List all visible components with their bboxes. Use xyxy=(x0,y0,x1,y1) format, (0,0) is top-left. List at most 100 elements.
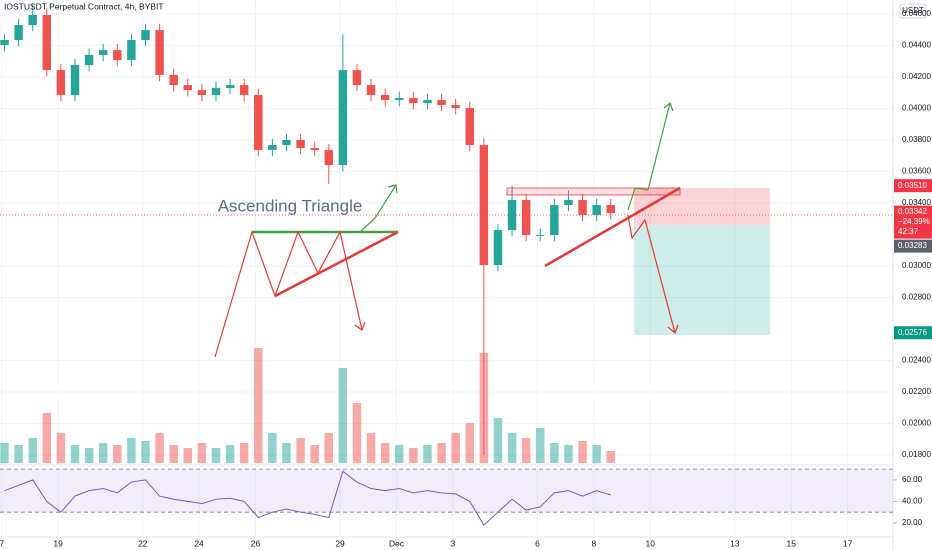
price-label-label: 0.03283 xyxy=(898,241,927,250)
candle-body xyxy=(493,230,503,266)
candle-body xyxy=(225,85,235,89)
price-label-box xyxy=(894,179,932,193)
candle-body xyxy=(465,108,474,146)
zigzag xyxy=(214,230,363,358)
arrow-head xyxy=(667,324,679,335)
volume-bar xyxy=(98,443,108,463)
candle-body xyxy=(56,70,66,95)
volume-bar xyxy=(423,445,432,463)
candle-body xyxy=(127,40,136,61)
price-label-countdown: 42:37 xyxy=(898,227,919,236)
candle-body xyxy=(536,234,545,236)
volume-bar xyxy=(296,438,305,463)
arrow-head xyxy=(663,101,674,112)
y-tick-label: 0.02800 xyxy=(902,293,931,302)
currency-box[interactable] xyxy=(899,3,927,19)
price-label-box xyxy=(894,326,932,340)
rsi-tick-label: 60.00 xyxy=(902,475,923,484)
candle-body xyxy=(113,50,122,61)
candle-body xyxy=(42,14,52,71)
candle-body xyxy=(70,65,80,95)
annotation: Ascending Triangle xyxy=(218,196,363,215)
x-tick-label: 22 xyxy=(138,538,148,548)
arrow-head xyxy=(354,321,366,331)
rsi-tick-label: 40.00 xyxy=(902,497,923,506)
price-label-box xyxy=(894,239,932,253)
volume-bar xyxy=(113,445,122,463)
support-line xyxy=(544,186,681,268)
volume-bar xyxy=(536,428,545,463)
x-tick-label: 26 xyxy=(251,538,261,548)
volume-bar xyxy=(437,443,446,463)
candle-body xyxy=(239,85,249,95)
volume-bar xyxy=(310,445,319,463)
volume-bar xyxy=(127,438,136,463)
volume-bar xyxy=(395,445,404,463)
volume-bar xyxy=(366,433,376,463)
volume-bar xyxy=(578,441,587,463)
volume-bar xyxy=(56,433,66,463)
volume-bar xyxy=(338,368,348,463)
drawings xyxy=(0,101,893,358)
y-tick-label: 0.02000 xyxy=(902,419,931,428)
y-tick-label: 0.02200 xyxy=(902,387,931,396)
candle-body xyxy=(296,140,305,149)
x-tick-label: 8 xyxy=(591,538,596,548)
candle-body xyxy=(409,97,418,103)
y-tick-label: 0.02400 xyxy=(902,356,931,365)
price-label-box xyxy=(894,205,932,239)
candle-body xyxy=(423,100,432,103)
volume-bar xyxy=(28,438,37,463)
volume-bar xyxy=(521,438,531,463)
x-tick-label: 17 xyxy=(843,538,853,548)
volume-bar xyxy=(169,445,178,463)
volume-bar xyxy=(380,443,390,463)
volume-bar xyxy=(225,445,235,463)
volume-bar xyxy=(254,348,263,463)
volume-bar xyxy=(352,403,362,463)
rsi-line xyxy=(4,470,611,526)
volume-bar xyxy=(42,413,52,463)
volume-bar xyxy=(451,433,460,463)
candles xyxy=(0,4,615,463)
volume-bar xyxy=(84,448,94,463)
candle-body xyxy=(521,200,531,235)
y-tick-label: 0.03800 xyxy=(902,135,931,144)
y-tick-label: 0.03600 xyxy=(902,167,931,176)
volume-bar xyxy=(211,448,221,463)
volume-bar xyxy=(507,433,517,463)
candle-body xyxy=(564,200,573,206)
breakout-arrow xyxy=(359,184,397,233)
volume-bar xyxy=(282,443,291,463)
price-label-change: −24.39% xyxy=(898,217,930,226)
candle-body xyxy=(380,94,390,101)
candle-body xyxy=(366,85,376,95)
price-label-label: 0.02576 xyxy=(898,328,927,337)
x-tick-label: 24 xyxy=(194,538,204,548)
volume-bar xyxy=(324,433,334,463)
candle-body xyxy=(254,94,263,151)
volume-bar xyxy=(0,443,9,463)
candle-body xyxy=(507,200,517,231)
currency[interactable]: USDT xyxy=(902,6,924,15)
breakout-arrow xyxy=(627,102,671,211)
candle-body xyxy=(479,145,489,266)
candle-body xyxy=(141,30,150,41)
price-label-label: 0.03510 xyxy=(898,181,927,190)
volume-bar xyxy=(14,445,23,463)
arrow-head xyxy=(387,184,398,194)
candle-body xyxy=(169,74,178,86)
x-tick-label: 19 xyxy=(53,538,63,548)
volume-bar xyxy=(592,445,601,463)
y-tick-label: 0.04200 xyxy=(902,72,931,81)
volume-bar xyxy=(155,433,164,463)
y-tick-label: 0.03000 xyxy=(902,261,931,270)
breakdown-arrow xyxy=(627,214,676,334)
candle-body xyxy=(578,200,587,215)
volume-bar xyxy=(183,448,193,463)
candle-body xyxy=(183,85,193,91)
volume-bar xyxy=(409,448,418,463)
volume-bar xyxy=(197,443,207,463)
x-tick-label: Dec xyxy=(389,538,405,548)
